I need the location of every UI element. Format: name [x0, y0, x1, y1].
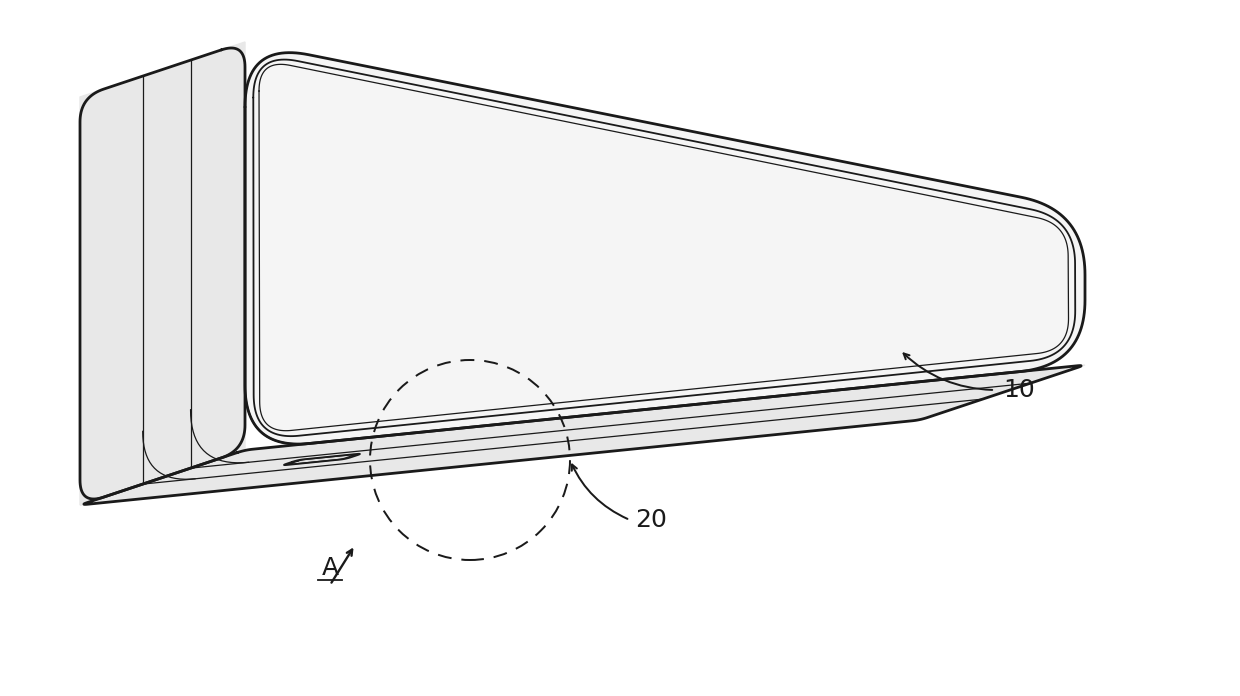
- Text: A: A: [321, 556, 339, 580]
- Polygon shape: [81, 365, 1085, 505]
- Text: 10: 10: [1003, 378, 1034, 402]
- Text: 20: 20: [635, 508, 667, 532]
- Polygon shape: [284, 454, 360, 465]
- Polygon shape: [246, 53, 1085, 444]
- Polygon shape: [81, 42, 246, 505]
